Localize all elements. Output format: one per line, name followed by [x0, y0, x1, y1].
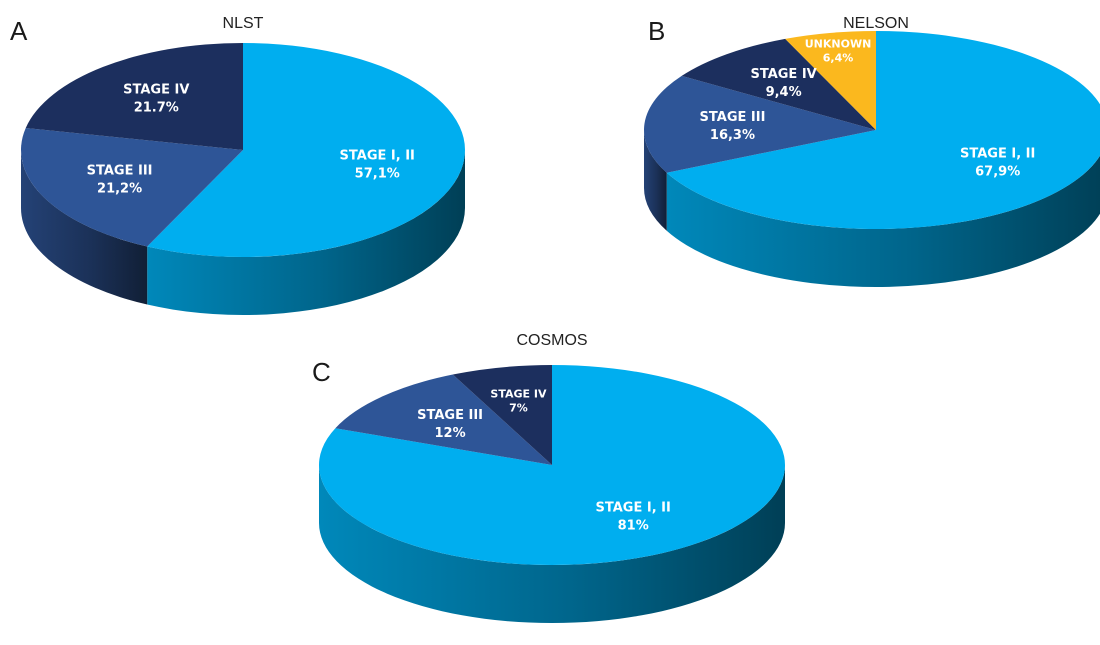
nelson-slice-unknown — [785, 31, 876, 130]
nlst-value-stage-iii: 21,2% — [97, 181, 142, 196]
nlst-slice-stage-iv — [25, 42, 244, 150]
panel-letter-a: A — [10, 16, 28, 46]
nlst-value-stage-i-ii: 57,1% — [355, 167, 400, 182]
nlst-label-stage-iii: STAGE III — [87, 163, 153, 178]
nelson-side-stage-iii — [644, 130, 667, 231]
cosmos-pie-body: STAGE I, II 81% STAGE III 12% STAGE IV7% — [318, 365, 785, 623]
nelson-label-stage-iv: STAGE IV — [750, 67, 816, 82]
nlst-label-stage-iv: STAGE IV — [123, 82, 189, 97]
nelson-slice-stage-i-ii — [666, 31, 1100, 229]
panel-letter-c: C — [312, 357, 331, 387]
cosmos-slice-stage-iii — [335, 374, 552, 465]
nlst-value-stage-iv: 21.7% — [134, 100, 179, 115]
nelson-value-stage-iii: 16,3% — [710, 128, 755, 143]
nelson-slice-stage-iv — [681, 38, 876, 130]
cosmos-value-stage-i-ii: 81% — [618, 518, 649, 533]
cosmos-value-stage-iv: 7% — [509, 402, 528, 415]
nelson-chart-title: NELSON — [843, 15, 909, 32]
nelson-side-stage-i-ii — [666, 155, 1100, 287]
cosmos-label-stage-iii: STAGE III — [417, 408, 483, 423]
nlst-label-stage-i-ii: STAGE I, II — [340, 149, 415, 164]
cosmos-label-stage-i-ii: STAGE I, II — [596, 500, 671, 515]
cosmos-slice-stage-iv — [452, 365, 552, 465]
nelson-label-unknown: UNKNOWN — [805, 37, 872, 50]
nlst-side-stage-i-ii — [147, 150, 466, 315]
cosmos-side-stage-i-ii — [319, 465, 785, 623]
nelson-value-stage-iv: 9,4% — [766, 85, 802, 100]
nlst-chart-title: NLST — [223, 15, 264, 32]
nelson-value-stage-i-ii: 67,9% — [975, 165, 1020, 180]
nelson-slice-stage-iii — [644, 75, 876, 173]
nlst-slice-stage-iii — [21, 127, 243, 247]
nelson-label-stage-i-ii: STAGE I, II — [960, 147, 1035, 162]
nelson-pie-body: STAGE I, II 67,9% STAGE III 16,3% STAGE IV 9,… — [644, 31, 1100, 287]
nlst-slice-stage-i-ii — [147, 42, 466, 258]
nelson-label-stage-iii: STAGE III — [700, 110, 766, 125]
cosmos-slice-stage-i-ii — [318, 365, 785, 565]
cosmos-chart-title: COSMOS — [516, 332, 587, 349]
nelson-value-unknown: 6,4% — [823, 51, 854, 64]
panel-letter-b: B — [648, 16, 665, 46]
nlst-side-stage-iii — [21, 150, 148, 305]
cosmos-label-stage-iv: STAGE IV — [490, 388, 547, 401]
nlst-pie-body: STAGE I, II 57,1% STAGE III 21,2% STAGE IV 21… — [21, 42, 466, 315]
cosmos-value-stage-iii: 12% — [435, 426, 466, 441]
